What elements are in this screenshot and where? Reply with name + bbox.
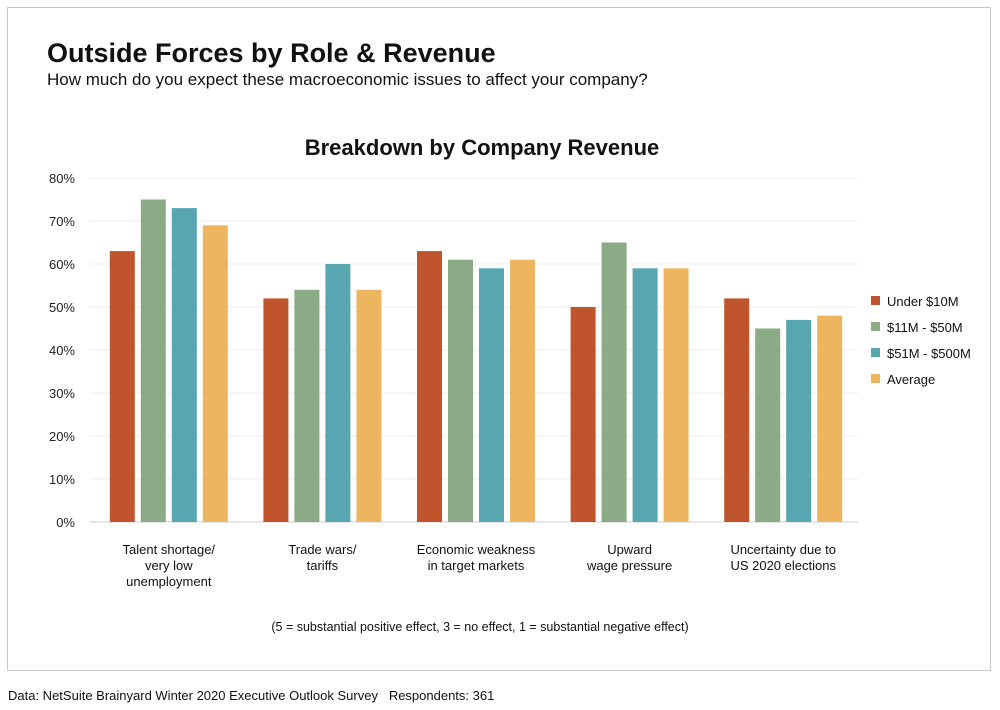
bar-under-10m-4 [724,298,750,522]
legend-label: $11M - $50M [887,320,963,335]
footer-source: Data: NetSuite Brainyard Winter 2020 Exe… [8,688,494,703]
x-category-label: Talent shortage/ [123,542,216,557]
x-category-label: US 2020 elections [730,558,836,573]
bar-under-10m-2 [417,251,442,522]
y-tick-label: 50% [49,300,75,315]
bar-11m-50m-4 [755,328,781,522]
bar-average-4 [817,315,843,522]
y-tick-label: 0% [56,515,75,530]
legend-label: Under $10M [887,294,959,309]
y-tick-label: 30% [49,386,75,401]
x-category-label: unemployment [126,574,212,589]
y-tick-label: 20% [49,429,75,444]
bar-11m-50m-0 [140,199,166,522]
scale-note: (5 = substantial positive effect, 3 = no… [271,620,688,634]
source-text: Data: NetSuite Brainyard Winter 2020 Exe… [8,688,378,703]
y-axis: 0% 10% 20% 30% 40% 50% 60% 70% 80% [49,171,75,530]
bar-51m-500m-4 [786,319,812,522]
x-category-label: very low [145,558,193,573]
x-category-label: in target markets [428,558,525,573]
y-tick-label: 80% [49,171,75,186]
bar-51m-500m-0 [171,208,197,522]
x-category-label: tariffs [307,558,339,573]
legend-label: Average [887,372,935,387]
bar-51m-500m-1 [325,264,351,522]
legend-swatch [871,348,880,357]
bar-under-10m-0 [109,251,135,522]
y-tick-label: 40% [49,343,75,358]
x-category-label: Upward [607,542,652,557]
bar-under-10m-3 [570,307,596,522]
bar-51m-500m-3 [632,268,658,522]
y-tick-label: 70% [49,214,75,229]
bar-11m-50m-1 [294,289,320,522]
legend-label: $51M - $500M [887,346,971,361]
x-category-label: Trade wars/ [288,542,357,557]
bar-11m-50m-3 [601,242,627,522]
respondents-text: Respondents: 361 [388,688,495,703]
legend-swatch [871,322,880,331]
bars [109,199,843,523]
bar-average-2 [510,259,535,522]
page-subtitle: How much do you expect these macroeconom… [47,70,648,89]
bar-average-0 [202,225,228,523]
y-tick-label: 10% [49,472,75,487]
bar-under-10m-1 [263,298,289,522]
legend-swatch [871,296,880,305]
x-category-label: Economic weakness [417,542,536,557]
bar-average-1 [356,289,382,522]
x-category-label: wage pressure [586,558,672,573]
chart-title: Breakdown by Company Revenue [305,135,660,160]
y-tick-label: 60% [49,257,75,272]
legend-swatch [871,374,880,383]
bar-average-3 [663,268,689,522]
x-category-label: Uncertainty due to [730,542,836,557]
page-title: Outside Forces by Role & Revenue [47,38,496,68]
bar-11m-50m-2 [448,259,473,522]
bar-51m-500m-2 [479,268,504,522]
legend: Under $10M $11M - $50M $51M - $500M Average [871,294,971,387]
